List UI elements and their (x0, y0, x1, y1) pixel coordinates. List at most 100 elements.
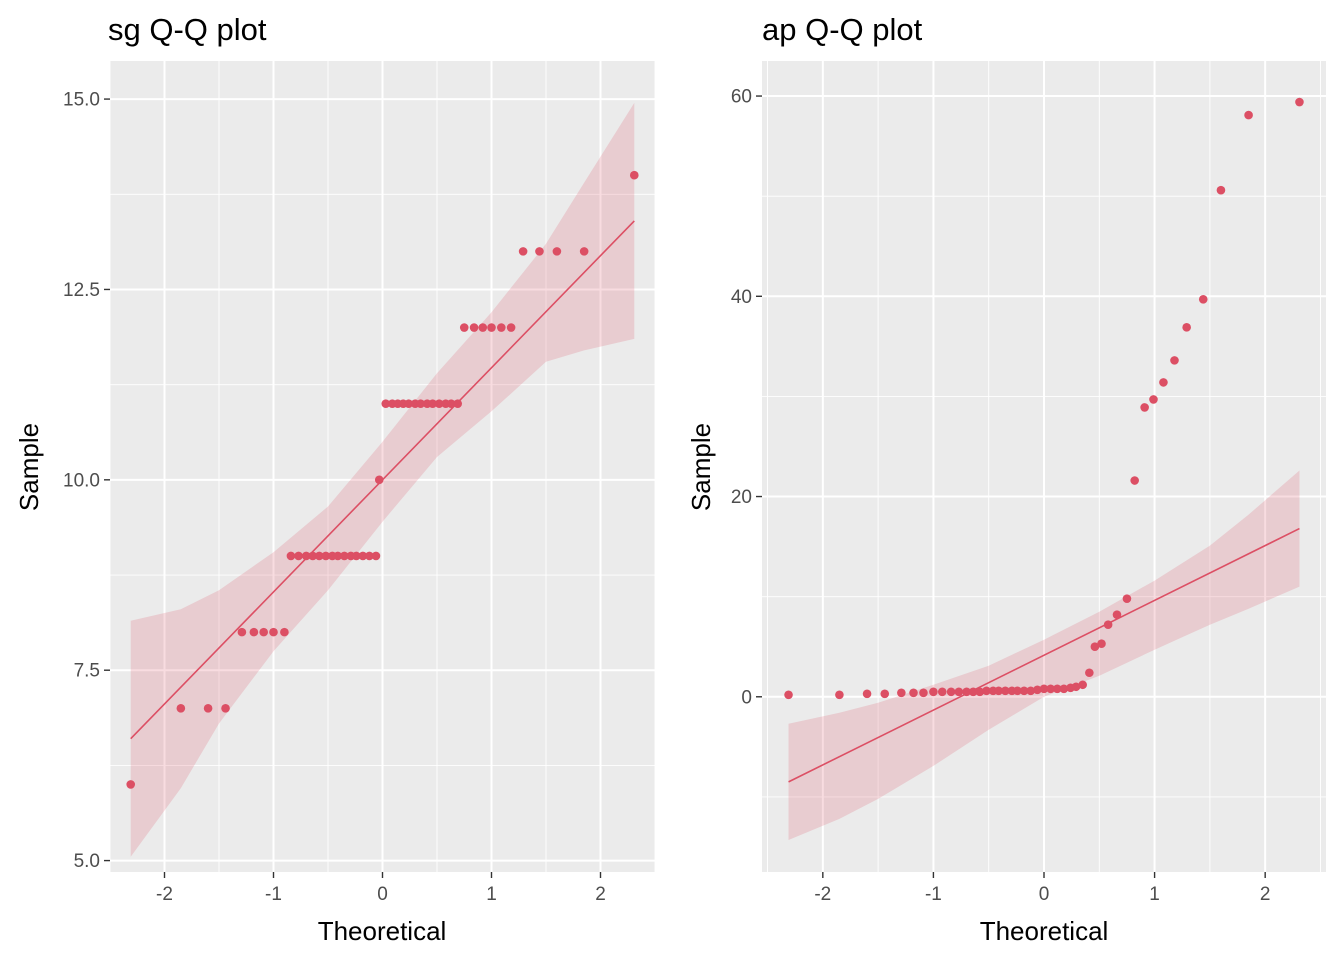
sg-data-point (535, 247, 544, 256)
sg-data-point (446, 399, 456, 408)
sg-y-tick-label: 15.0 (63, 90, 100, 111)
ap-data-point (1000, 686, 1010, 696)
sg-data-point (506, 323, 516, 332)
ap-data-point (1122, 594, 1132, 603)
ap-data-point (1033, 685, 1042, 695)
sg-data-point (269, 627, 278, 637)
ap-data-point (835, 690, 844, 700)
sg-data-point (294, 551, 303, 561)
ap-data-point (1295, 97, 1304, 107)
ap-data-point (1013, 686, 1022, 696)
sg-data-point (249, 627, 259, 637)
ap-data-point (919, 688, 928, 698)
sg-y-tick-label: 10.0 (63, 470, 100, 491)
ap-fit-line (788, 527, 1300, 783)
ap-data-point (1103, 620, 1113, 629)
ap-data-point (946, 687, 956, 697)
sg-x-axis-title: Theoretical (318, 916, 447, 946)
ap-data-point (937, 687, 947, 697)
sg-data-point (552, 247, 562, 256)
ap-x-axis: -2 -1 0 1 2 (814, 872, 1270, 905)
sg-y-axis: 5.0 7.5 10.0 12.5 15.0 (63, 90, 110, 872)
sg-data-point (321, 551, 331, 561)
sg-points (126, 170, 639, 789)
sg-data-point (308, 551, 318, 561)
sg-data-point (428, 399, 437, 408)
ap-y-tick-label: 40 (731, 287, 752, 308)
ap-data-point (975, 687, 985, 697)
sg-data-point (203, 703, 213, 713)
ap-data-point (1090, 642, 1100, 652)
sg-x-axis: -2 -1 0 1 2 (156, 872, 606, 905)
ap-data-point (962, 687, 971, 697)
ap-data-point (1052, 684, 1062, 694)
sg-x-tick-label: 0 (377, 884, 388, 905)
sg-data-point (340, 551, 349, 561)
ap-data-point (1046, 684, 1055, 694)
sg-y-tick-label: 7.5 (74, 661, 100, 682)
ap-data-point (1140, 403, 1149, 412)
sg-data-point (365, 551, 374, 561)
ap-x-tick-label: -2 (814, 884, 831, 905)
ap-data-point (897, 688, 906, 698)
sg-data-point (453, 399, 463, 408)
sg-data-point (259, 627, 268, 637)
ap-data-point (929, 687, 938, 697)
ap-data-point (1097, 639, 1106, 649)
sg-qq-panel: sg Q-Q plot -2 -1 0 1 2 5.0 7.5 10.0 12.5 15.0 T… (14, 12, 656, 946)
sg-data-point (459, 323, 469, 332)
ap-data-point (784, 690, 793, 700)
sg-data-point (629, 170, 639, 180)
ap-data-point (880, 689, 890, 699)
ap-data-point (1216, 185, 1226, 195)
ap-y-axis: 0 20 40 60 (731, 87, 762, 708)
sg-grid (109, 61, 656, 872)
sg-data-point (333, 551, 343, 561)
ap-data-point (1078, 680, 1088, 690)
sg-x-tick-label: 1 (486, 884, 497, 905)
sg-data-point (314, 551, 324, 561)
ap-data-point (1039, 684, 1049, 694)
sg-data-point (497, 323, 506, 332)
ap-y-tick-label: 0 (741, 687, 752, 708)
sg-data-point (352, 551, 361, 561)
ap-data-point (1019, 686, 1029, 696)
sg-data-point (280, 627, 289, 637)
sg-data-point (371, 551, 381, 561)
ap-data-point (1159, 378, 1168, 387)
sg-data-point (487, 323, 496, 332)
sg-data-point (221, 703, 230, 713)
ap-data-point (968, 687, 978, 697)
ap-data-point (1149, 395, 1158, 404)
ap-x-tick-label: -1 (925, 884, 942, 905)
ap-y-tick-label: 20 (731, 487, 752, 508)
sg-y-tick-label: 5.0 (74, 851, 100, 872)
ap-x-axis-title: Theoretical (980, 916, 1109, 946)
sg-data-point (434, 399, 444, 408)
ap-plot-title: ap Q-Q plot (762, 12, 923, 47)
ap-data-point (1026, 686, 1036, 696)
ap-data-point (1112, 610, 1122, 619)
sg-data-point (286, 551, 296, 561)
ap-x-tick-label: 1 (1149, 884, 1160, 905)
sg-data-point (478, 323, 488, 332)
sg-y-axis-title: Sample (14, 423, 44, 511)
ap-data-point (982, 686, 991, 696)
sg-data-point (176, 703, 186, 713)
sg-data-point (381, 399, 391, 408)
ap-points (784, 97, 1304, 700)
sg-data-point (404, 399, 413, 408)
sg-data-point (469, 323, 479, 332)
ap-x-tick-label: 0 (1039, 884, 1050, 905)
ap-data-point (1244, 110, 1253, 120)
sg-data-point (518, 247, 528, 256)
ap-data-point (1059, 684, 1069, 694)
ap-data-point (909, 688, 918, 698)
ap-data-point (1198, 294, 1208, 304)
sg-data-point (374, 475, 384, 485)
ap-x-tick-label: 2 (1260, 884, 1271, 905)
sg-data-point (358, 551, 368, 561)
ap-data-point (862, 689, 872, 699)
